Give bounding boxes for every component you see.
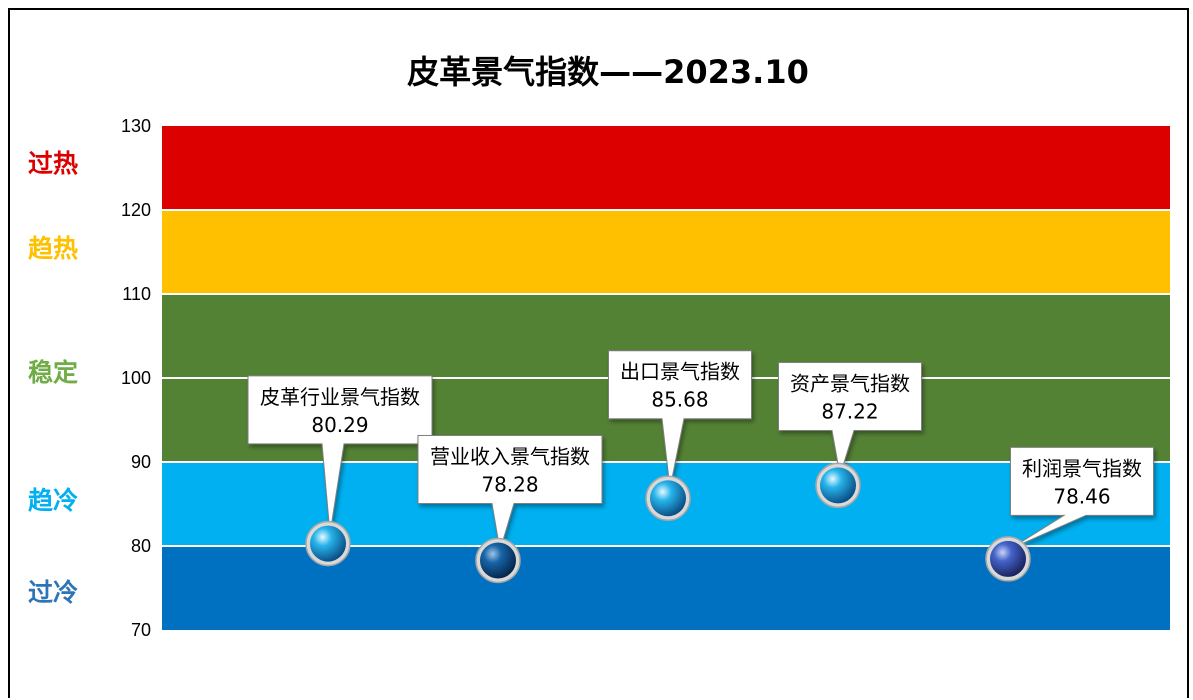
y-tick-label-4: 110 bbox=[122, 284, 151, 304]
data-label-name-0: 皮革行业景气指数 bbox=[260, 385, 420, 409]
data-point-3 bbox=[820, 467, 856, 504]
zone-labels: 过冷 趋冷 稳定 趋热 过热 bbox=[28, 149, 78, 607]
y-tick-label-1: 80 bbox=[131, 536, 151, 556]
band-4 bbox=[162, 126, 1170, 210]
data-point-2 bbox=[650, 480, 686, 517]
chart-frame: 皮革景气指数——2023.10 70 80 90 100 110 120 130 过冷 趋冷 稳… bbox=[8, 8, 1189, 698]
chart-svg: 皮革景气指数——2023.10 70 80 90 100 110 120 130 过冷 趋冷 稳… bbox=[28, 53, 1170, 640]
chart-title: 皮革景气指数——2023.10 bbox=[407, 53, 809, 91]
zone-label-3: 趋热 bbox=[28, 234, 78, 263]
data-point-group-2: 出口景气指数 85.68 bbox=[608, 350, 752, 522]
data-label-name-4: 利润景气指数 bbox=[1022, 456, 1142, 480]
data-label-name-1: 营业收入景气指数 bbox=[430, 445, 590, 469]
data-point-0 bbox=[310, 525, 346, 562]
data-callout-1 bbox=[417, 435, 603, 551]
data-label-value-4: 78.46 bbox=[1053, 484, 1110, 508]
zone-label-2: 稳定 bbox=[28, 358, 78, 387]
data-callout-2 bbox=[608, 350, 752, 489]
zone-label-4: 过热 bbox=[28, 149, 78, 178]
data-label-name-3: 资产景气指数 bbox=[790, 371, 910, 395]
data-label-value-1: 78.28 bbox=[481, 473, 538, 497]
data-callout-4 bbox=[1009, 446, 1154, 550]
y-axis-ticks: 70 80 90 100 110 120 130 bbox=[121, 116, 151, 640]
y-tick-label-2: 90 bbox=[131, 452, 151, 472]
data-callout-0 bbox=[247, 375, 433, 534]
y-tick-label-3: 100 bbox=[121, 368, 151, 388]
data-label-name-2: 出口景气指数 bbox=[620, 360, 740, 384]
data-label-value-3: 87.22 bbox=[821, 399, 878, 423]
data-label-value-0: 80.29 bbox=[311, 413, 368, 437]
points-layer: 皮革行业景气指数 80.29 营业收入景气指数 78.28 出口景气指数 85.68 资产景… bbox=[247, 350, 1154, 584]
band-3 bbox=[162, 210, 1170, 294]
y-tick-label-6: 130 bbox=[121, 116, 151, 136]
y-tick-label-5: 120 bbox=[121, 200, 151, 220]
data-point-group-0: 皮革行业景气指数 80.29 bbox=[247, 375, 433, 567]
data-label-value-2: 85.68 bbox=[651, 388, 708, 412]
zone-label-1: 趋冷 bbox=[28, 486, 78, 515]
data-point-4 bbox=[990, 540, 1026, 577]
data-callout-3 bbox=[778, 361, 922, 476]
y-tick-label-0: 70 bbox=[131, 620, 151, 640]
zone-label-0: 过冷 bbox=[28, 578, 78, 607]
data-point-1 bbox=[480, 542, 516, 579]
data-point-group-4: 利润景气指数 78.46 bbox=[985, 446, 1154, 582]
data-point-group-3: 资产景气指数 87.22 bbox=[778, 361, 922, 509]
data-point-group-1: 营业收入景气指数 78.28 bbox=[417, 435, 603, 584]
